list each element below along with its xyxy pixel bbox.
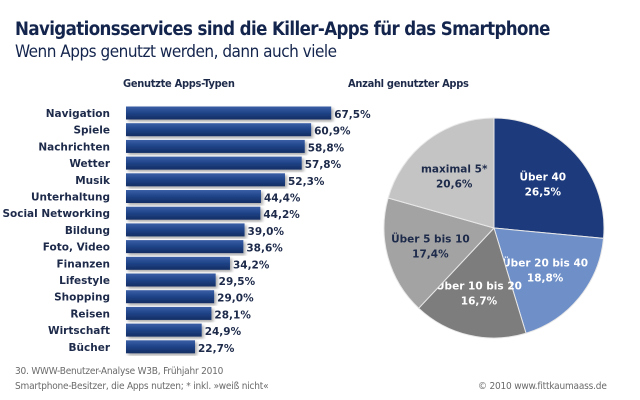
bar <box>126 323 202 337</box>
pie-slice <box>493 117 605 239</box>
bar <box>126 206 261 220</box>
bar-value-label: 22,7% <box>198 343 235 355</box>
category-label: Lifestyle <box>59 275 110 287</box>
bar-value-label: 29,5% <box>219 276 256 288</box>
copyright: © 2010 www.fittkaumaass.de <box>478 381 607 392</box>
bar <box>126 340 196 354</box>
bar-value-label: 39,0% <box>248 226 285 238</box>
chart-subtitle: Wenn Apps genutzt werden, dann auch viel… <box>15 42 337 62</box>
bar <box>126 240 244 254</box>
slice-value-label: 20,6% <box>436 178 473 190</box>
pie-slice <box>383 197 495 309</box>
category-label: Foto, Video <box>43 242 110 254</box>
bar <box>126 273 216 287</box>
slice-value-label: 18,8% <box>527 273 564 285</box>
category-label: Spiele <box>73 125 110 137</box>
bar-value-label: 29,0% <box>217 293 254 305</box>
category-label: Bildung <box>65 225 110 237</box>
bar-value-label: 44,4% <box>264 193 301 205</box>
bar <box>126 290 215 304</box>
bar-value-label: 34,2% <box>233 259 270 271</box>
bar-value-label: 58,8% <box>308 142 345 154</box>
bar-chart: Navigation 67,5% Spiele 60,9% Nachrichten 58,… <box>2 106 371 355</box>
category-label: Wirtschaft <box>48 325 110 337</box>
bar <box>126 256 230 270</box>
category-label: Social Networking <box>2 208 110 220</box>
pie-slice <box>417 227 527 339</box>
bar <box>126 139 305 153</box>
category-label: Finanzen <box>56 258 110 270</box>
bar-value-label: 57,8% <box>305 159 342 171</box>
bar <box>126 173 285 187</box>
slice-label: Über 40 <box>520 170 567 184</box>
slice-value-label: 26,5% <box>525 187 562 199</box>
bar-value-label: 38,6% <box>246 243 283 255</box>
bar <box>126 123 312 137</box>
pie-chart: Über 40 26,5% Über 20 bis 40 18,8% Über 10 b… <box>383 117 605 339</box>
slice-value-label: 16,7% <box>461 295 498 307</box>
bar <box>126 106 332 120</box>
category-label: Reisen <box>70 308 110 320</box>
slice-label: Über 5 bis 10 <box>391 232 470 246</box>
category-label: Nachrichten <box>38 141 110 153</box>
bar-value-label: 52,3% <box>288 176 325 188</box>
chart-title: Navigationsservices sind die Killer-Apps… <box>15 19 550 40</box>
bar-chart-heading: Genutzte Apps-Typen <box>123 77 235 90</box>
pie-slice <box>493 227 605 334</box>
bar-value-label: 24,9% <box>205 326 242 338</box>
bar-value-label: 44,2% <box>263 209 300 221</box>
category-label: Musik <box>75 175 111 187</box>
bar <box>126 190 261 203</box>
category-label: Navigation <box>46 108 110 120</box>
bar-value-label: 60,9% <box>314 126 351 138</box>
pie-chart-heading: Anzahl genutzter Apps <box>348 77 469 90</box>
slice-label: Über 20 bis 40 <box>502 256 588 270</box>
bar-value-label: 67,5% <box>334 109 371 121</box>
slice-label: maximal 5* <box>421 163 488 175</box>
category-label: Unterhaltung <box>31 192 110 204</box>
category-label: Bücher <box>69 342 111 354</box>
bar <box>126 156 302 170</box>
bar-value-label: 28,1% <box>214 309 251 321</box>
slice-value-label: 17,4% <box>412 249 449 261</box>
bar <box>126 306 212 320</box>
category-label: Shopping <box>54 292 110 304</box>
bar <box>126 223 245 237</box>
base-note: Smartphone-Besitzer, die Apps nutzen; * … <box>15 381 269 392</box>
pie-slice <box>387 117 495 229</box>
source-note: 30. WWW-Benutzer-Analyse W3B, Frühjahr 2… <box>15 366 224 377</box>
slice-label: Über 10 bis 20 <box>436 278 522 292</box>
category-label: Wetter <box>69 158 110 170</box>
